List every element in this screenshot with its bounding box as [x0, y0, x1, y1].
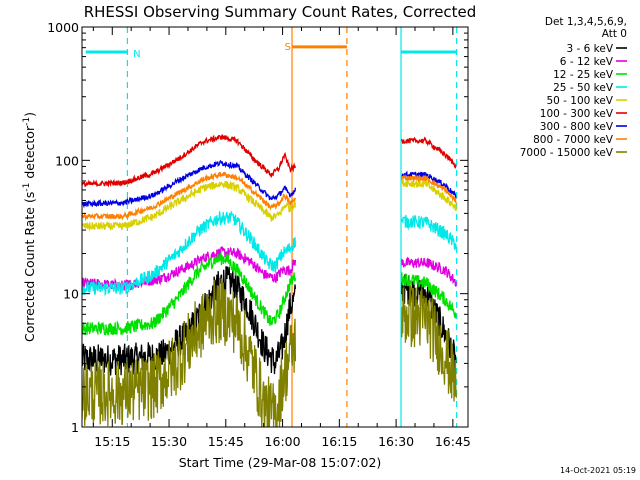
y-tick-label-2: 100 — [55, 153, 79, 168]
marker-2-label: N — [133, 49, 140, 60]
series-6-line — [82, 159, 297, 209]
series-8 — [82, 278, 457, 427]
x-axis: 15:15 15:30 15:45 16:00 16:15 16:30 16:45 — [92, 27, 471, 449]
series-3-line — [401, 214, 457, 251]
series-4-line — [401, 179, 457, 211]
x-tick-label-0: 15:15 — [94, 434, 130, 449]
x-tick-label-5: 16:30 — [378, 434, 414, 449]
series-4 — [82, 179, 457, 232]
series-5-line — [401, 136, 457, 169]
series-3 — [82, 211, 457, 297]
series-5-line — [82, 134, 297, 188]
series-3-line — [82, 211, 297, 297]
legend-entry-label-5: 100 - 300 keV — [540, 108, 614, 120]
legend-entry-label-3: 25 - 50 keV — [553, 82, 614, 94]
series-2 — [82, 252, 457, 336]
series-7 — [82, 171, 457, 222]
y-axis-label-sup2: -1 — [22, 117, 32, 126]
series-8-line — [82, 278, 297, 427]
y-tick-label-3: 1000 — [47, 20, 79, 35]
x-tick-label-3: 16:00 — [265, 434, 301, 449]
series-2-line — [401, 272, 457, 320]
series-7-line — [82, 171, 297, 222]
series-4-line — [82, 180, 297, 232]
series-8-line — [401, 285, 457, 402]
legend-entry-label-6: 300 - 800 keV — [540, 121, 614, 133]
legend-entry-label-8: 7000 - 15000 keV — [520, 147, 614, 159]
series-2-line — [82, 252, 297, 336]
x-axis-label: Start Time (29-Mar-08 15:07:02) — [179, 455, 382, 470]
y-axis-label-mid: detector — [22, 125, 37, 183]
legend-entry-label-1: 6 - 12 keV — [560, 56, 614, 68]
series-1-line — [401, 256, 457, 287]
y-tick-label-1: 10 — [63, 287, 79, 302]
legend-entry-label-0: 3 - 6 keV — [566, 43, 613, 55]
legend-header-1: Att 0 — [602, 28, 627, 40]
legend-entry-label-7: 800 - 7000 keV — [533, 134, 614, 146]
marker-4-label: S — [284, 42, 290, 53]
series-6 — [82, 159, 457, 209]
x-tick-label-6: 16:45 — [435, 434, 471, 449]
series-6-line — [401, 170, 457, 200]
series-5 — [82, 134, 457, 188]
x-tick-label-4: 16:15 — [321, 434, 357, 449]
chart-title: RHESSI Observing Summary Count Rates, Co… — [84, 3, 477, 21]
x-tick-label-1: 15:30 — [151, 434, 187, 449]
y-axis: 1 10 100 1000 — [47, 20, 468, 435]
series-7-line — [401, 173, 457, 204]
y-tick-label-0: 1 — [71, 420, 79, 435]
y-axis-label: Corrected Count Rate (s-1 detector-1) — [22, 112, 37, 342]
plot-frame — [81, 26, 469, 428]
y-axis-label-sup1: -1 — [22, 183, 32, 192]
footer-timestamp: 14-Oct-2021 05:19 — [560, 466, 636, 475]
y-axis-label-main: Corrected Count Rate (s — [22, 192, 37, 342]
x-tick-label-2: 15:45 — [208, 434, 244, 449]
plot-area: NS — [82, 27, 458, 427]
legend-entry-label-4: 50 - 100 keV — [546, 95, 613, 107]
legend-header-0: Det 1,3,4,5,6,9, — [545, 16, 627, 28]
y-axis-label-end: ) — [22, 112, 37, 117]
legend-entry-label-2: 12 - 25 keV — [553, 69, 614, 81]
